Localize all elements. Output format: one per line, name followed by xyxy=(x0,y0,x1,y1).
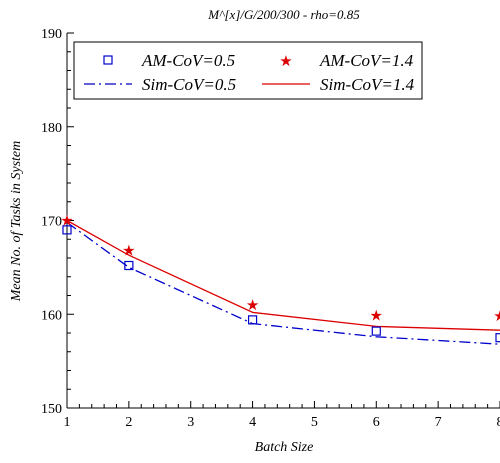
y-tick-label: 160 xyxy=(41,308,62,323)
y-tick-label: 150 xyxy=(41,402,62,417)
y-axis-label: Mean No. of Tasks in System xyxy=(9,141,24,302)
x-tick-label: 2 xyxy=(125,415,132,430)
data-point xyxy=(496,334,500,342)
data-point: ★ xyxy=(60,214,73,230)
data-point: ★ xyxy=(493,309,500,325)
data-point: ★ xyxy=(370,308,383,324)
x-tick-label: 8 xyxy=(497,415,500,430)
x-axis-label: Batch Size xyxy=(255,440,314,455)
x-tick-label: 5 xyxy=(311,415,318,430)
y-tick-label: 180 xyxy=(41,121,62,136)
x-tick-label: 3 xyxy=(187,415,194,430)
x-tick-label: 4 xyxy=(249,415,256,430)
series-line xyxy=(67,221,500,331)
x-tick-label: 7 xyxy=(435,415,442,430)
data-point: ★ xyxy=(246,298,259,314)
legend-label: Sim-CoV=0.5 xyxy=(142,75,236,94)
data-point xyxy=(372,327,380,335)
legend-swatch: ★ xyxy=(279,54,292,70)
y-tick-label: 190 xyxy=(41,27,62,42)
x-tick-label: 1 xyxy=(64,415,71,430)
data-point xyxy=(249,316,257,324)
legend-label: AM-CoV=1.4 xyxy=(319,51,414,70)
y-tick-label: 170 xyxy=(41,215,62,230)
legend-label: AM-CoV=0.5 xyxy=(141,51,235,70)
chart-title: M^[x]/G/200/300 - rho=0.85 xyxy=(207,7,360,22)
series-line xyxy=(67,222,500,344)
legend-label: Sim-CoV=1.4 xyxy=(320,75,415,94)
x-tick-label: 6 xyxy=(373,415,380,430)
data-point: ★ xyxy=(122,244,135,260)
